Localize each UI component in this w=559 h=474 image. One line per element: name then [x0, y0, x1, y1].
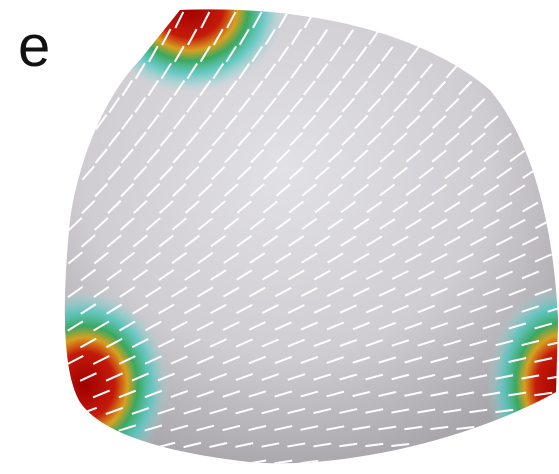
page: e (() => { const data = JSON.parse(docum…	[0, 0, 559, 474]
panel-label: e	[18, 14, 50, 79]
defect-left	[0, 290, 170, 474]
figure-panel: e	[0, 0, 559, 474]
